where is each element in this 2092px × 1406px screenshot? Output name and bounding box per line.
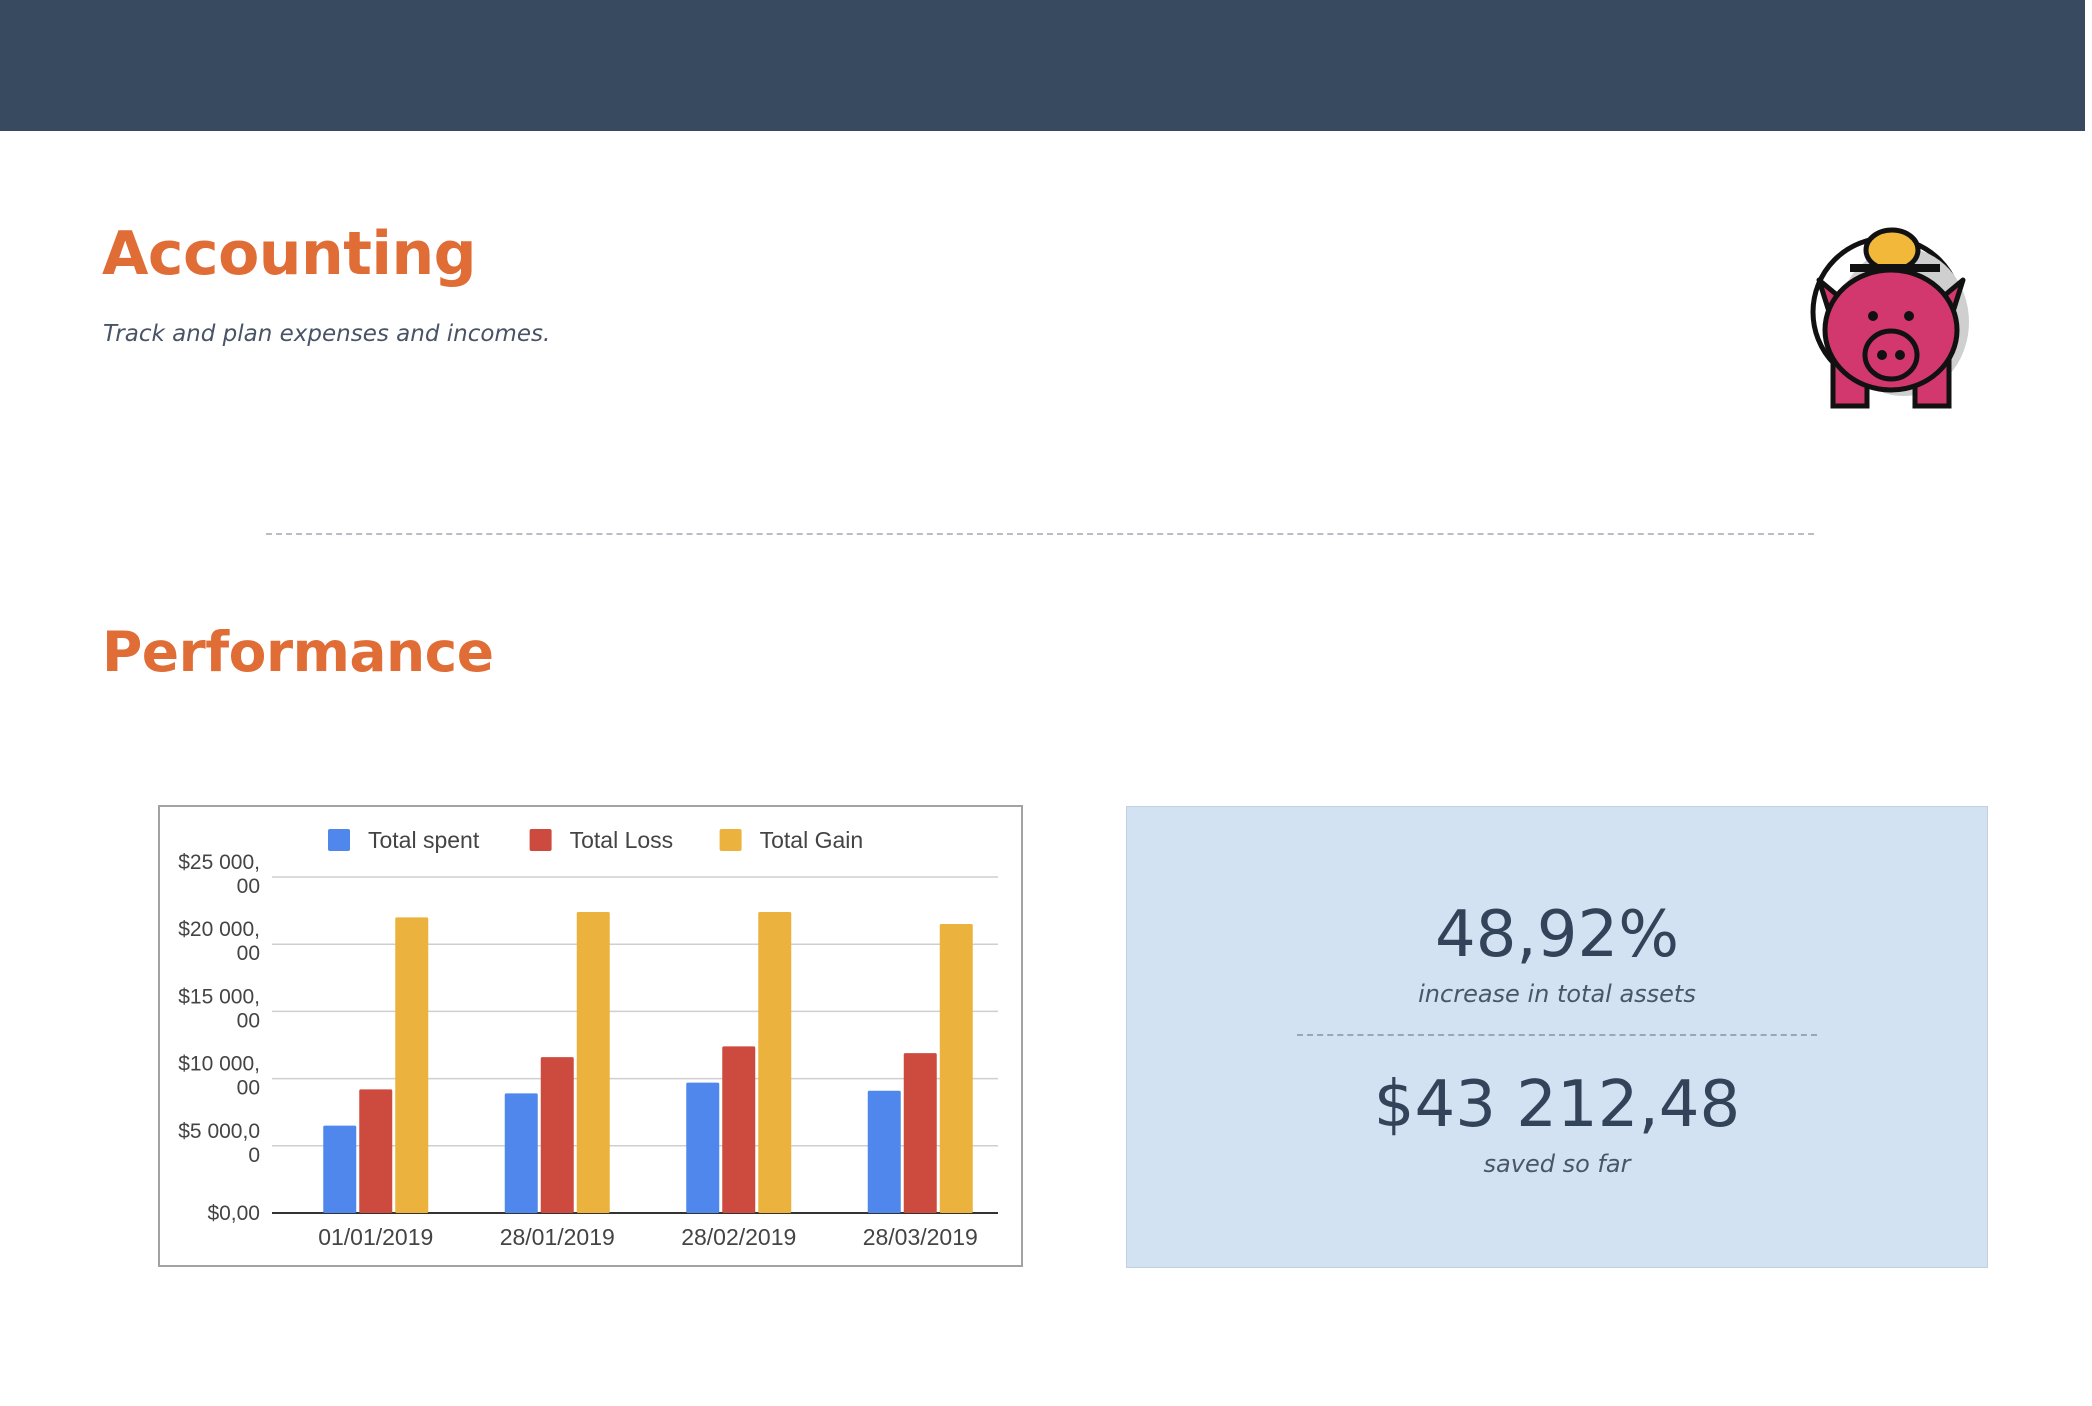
legend-swatch (328, 829, 350, 851)
bar-total-spent (504, 1093, 538, 1213)
x-tick-label: 28/01/2019 (500, 1224, 615, 1250)
saved-value: $43 212,48 (1373, 1068, 1741, 1142)
y-tick-label: $15 000, (178, 985, 260, 1008)
asset-increase-value: 48,92% (1434, 898, 1680, 972)
y-tick-label: 00 (237, 1077, 260, 1100)
x-tick-label: 01/01/2019 (318, 1224, 433, 1250)
legend-swatch (719, 829, 742, 851)
legend-label: Total Loss (570, 827, 674, 853)
x-tick-label: 28/02/2019 (681, 1224, 796, 1250)
bar-total-loss (722, 1046, 756, 1213)
y-tick-label: $20 000, (178, 918, 260, 941)
bar-total-loss (903, 1053, 937, 1213)
y-tick-label: $25 000, (178, 851, 260, 874)
y-tick-label: $10 000, (178, 1053, 260, 1076)
legend-label: Total spent (368, 827, 480, 853)
y-tick-label: $5 000,0 (178, 1120, 260, 1143)
y-tick-label: 00 (237, 1009, 260, 1032)
bar-total-spent (323, 1125, 357, 1213)
top-bar (0, 0, 2085, 131)
bar-total-spent (686, 1082, 720, 1213)
stats-divider (1297, 1034, 1817, 1036)
y-tick-label: $0,00 (207, 1202, 260, 1225)
legend-label: Total Gain (760, 827, 864, 853)
stats-panel: 48,92% increase in total assets $43 212,… (1126, 806, 1988, 1268)
bar-total-gain (395, 917, 429, 1213)
performance-chart-svg: $0,00$5 000,00$10 000,00$15 000,00$20 00… (178, 827, 998, 1250)
section-divider (266, 533, 1814, 535)
legend-swatch (529, 829, 552, 851)
y-tick-label: 00 (237, 942, 260, 965)
performance-title: Performance (102, 620, 494, 684)
bar-total-gain (576, 911, 610, 1213)
page-title: Accounting (102, 219, 477, 289)
bar-total-gain (939, 924, 973, 1213)
x-tick-label: 28/03/2019 (863, 1224, 978, 1250)
performance-chart: $0,00 $5 000,0 0 $10 000, 00 $15 000, 00 $20 00… (158, 805, 1023, 1267)
page-subtitle: Track and plan expenses and incomes. (103, 321, 551, 347)
piggy-bank-icon (1795, 222, 1995, 422)
y-tick-label: 0 (248, 1144, 260, 1167)
bar-total-loss (540, 1057, 574, 1213)
asset-increase-label: increase in total assets (1418, 980, 1696, 1008)
bar-total-spent (867, 1090, 901, 1213)
y-tick-label: 00 (237, 875, 260, 898)
saved-label: saved so far (1483, 1150, 1631, 1178)
bar-total-gain (758, 911, 792, 1213)
bar-total-loss (359, 1089, 393, 1213)
